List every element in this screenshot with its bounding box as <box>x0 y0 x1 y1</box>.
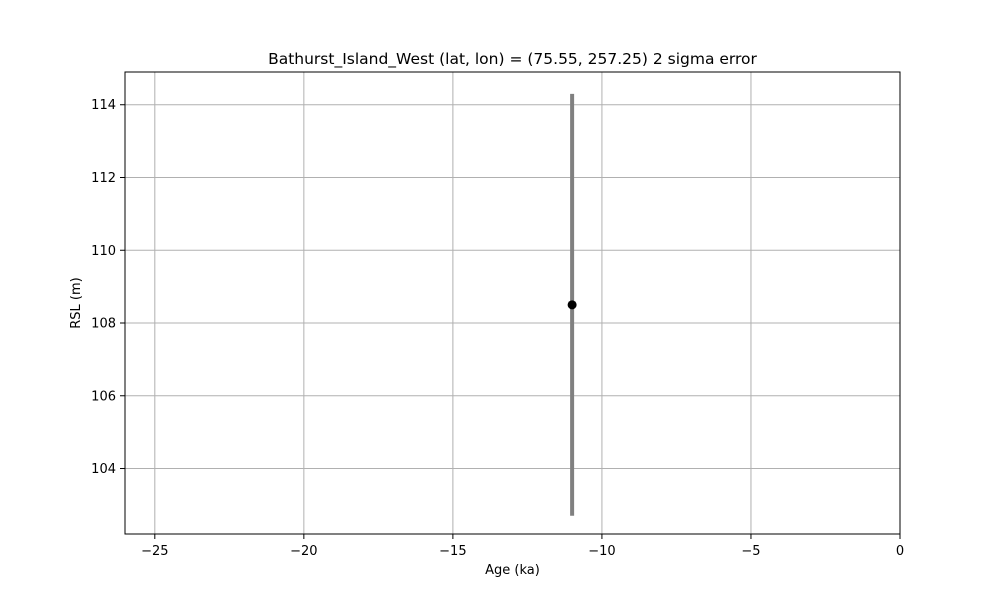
x-tick-label: −15 <box>439 544 466 559</box>
y-tick-label: 106 <box>91 389 116 404</box>
data-marks <box>567 93 577 516</box>
y-tick-label: 110 <box>91 244 116 259</box>
x-ticks: −25 −20 −15 −10 −5 0 <box>141 534 904 559</box>
y-ticks: 104 106 108 110 112 114 <box>91 98 125 477</box>
data-point <box>567 300 577 310</box>
x-tick-label: −25 <box>141 544 168 559</box>
x-axis-label: Age (ka) <box>485 563 540 578</box>
chart-title: Bathurst_Island_West (lat, lon) = (75.55… <box>268 50 757 69</box>
x-tick-label: −5 <box>741 544 760 559</box>
y-tick-label: 104 <box>91 462 116 477</box>
y-tick-label: 114 <box>91 98 116 113</box>
y-tick-label: 108 <box>91 317 116 332</box>
axes-frame <box>124 71 901 535</box>
x-tick-label: 0 <box>896 544 904 559</box>
x-tick-label: −20 <box>290 544 317 559</box>
y-axis-label: RSL (m) <box>69 277 84 328</box>
x-tick-label: −10 <box>588 544 615 559</box>
y-tick-label: 112 <box>91 171 116 186</box>
